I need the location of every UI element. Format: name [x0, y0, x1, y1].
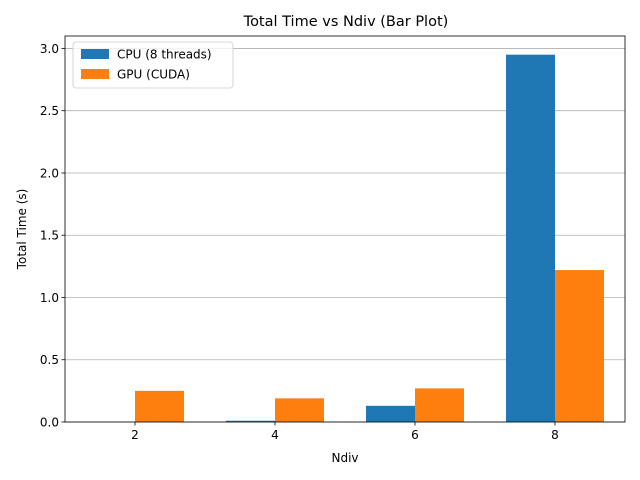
plot-frame [64, 35, 626, 423]
y-axis-ticks: 0.0 0.5 1.0 1.5 2.0 2.5 3.0 [40, 42, 65, 429]
legend-swatch [81, 69, 109, 79]
bar-cpu-4 [226, 420, 275, 422]
bar-gpu-2 [135, 390, 184, 422]
legend: CPU (8 threads) GPU (CUDA) [72, 41, 234, 89]
bars [86, 54, 604, 422]
y-tick-label: 2.0 [40, 166, 59, 180]
y-tick-label: 3.0 [40, 42, 59, 56]
legend-label: GPU (CUDA) [117, 68, 190, 82]
x-tick-label: 2 [131, 428, 139, 442]
y-tick-label: 2.5 [40, 104, 59, 118]
bar-gpu-4 [275, 398, 324, 422]
bar-cpu-6 [366, 405, 415, 422]
y-axis-label: Total Time (s) [15, 189, 29, 271]
legend-swatch [81, 49, 109, 59]
y-tick-label: 1.0 [40, 291, 59, 305]
legend-label: CPU (8 threads) [117, 48, 212, 62]
bar-cpu-8 [506, 54, 555, 422]
chart-title: Total Time vs Ndiv (Bar Plot) [243, 14, 449, 30]
y-tick-label: 1.5 [40, 229, 59, 243]
bar-gpu-8 [555, 270, 604, 422]
y-tick-label: 0.5 [40, 353, 59, 367]
x-axis-label: Ndiv [331, 451, 358, 465]
x-tick-label: 8 [551, 428, 559, 442]
bar-gpu-6 [415, 388, 464, 422]
x-tick-label: 4 [271, 428, 279, 442]
legend-frame [72, 41, 234, 89]
y-tick-label: 0.0 [40, 415, 59, 429]
x-tick-label: 6 [411, 428, 419, 442]
x-axis-ticks: 2 4 6 8 [131, 422, 559, 442]
